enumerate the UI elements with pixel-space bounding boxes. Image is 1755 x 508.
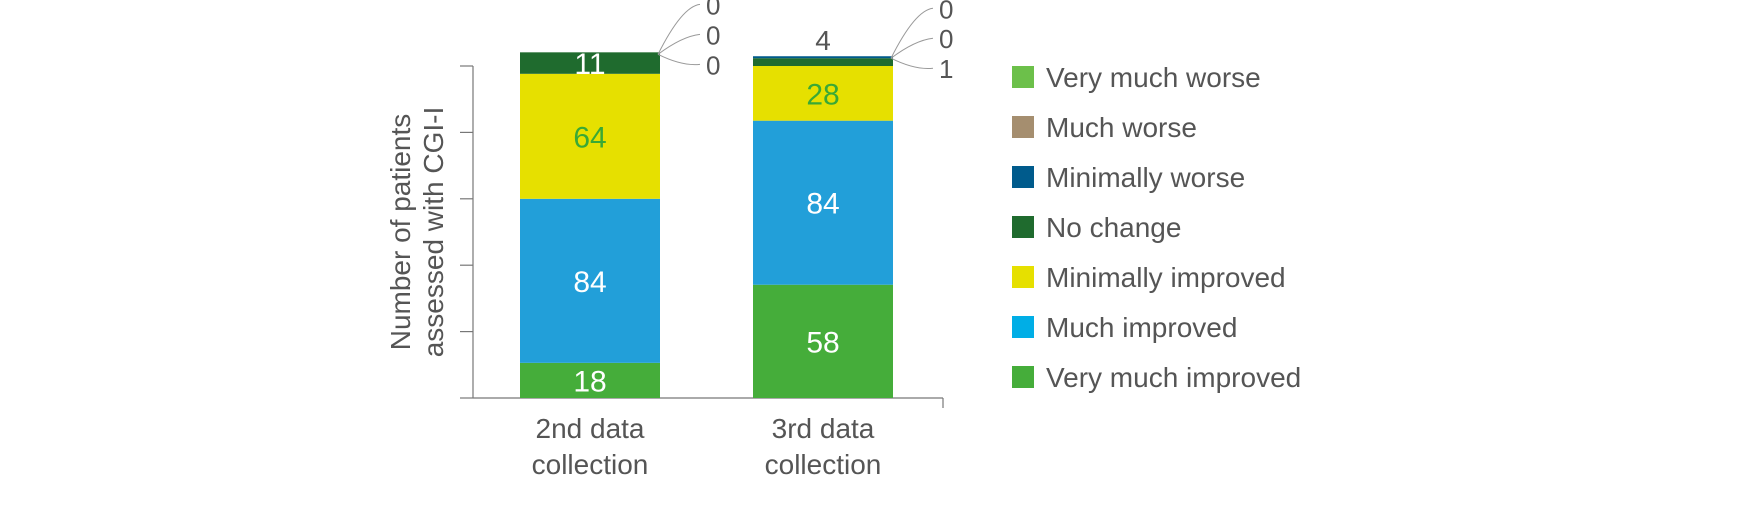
bar-1-no-change [753,58,893,66]
bar-1-very-much-improved [753,284,893,398]
y-axis-label-line-1: assessed with CGI-I [418,107,449,358]
data-label-1-1: 84 [806,188,839,221]
callout-label-0-1: 0 [706,20,720,50]
legend-swatch-much-improved [1012,316,1034,338]
data-label-0-0: 18 [573,365,606,398]
data-label-0-3: 11 [574,48,605,81]
bar-0-much-improved [520,198,660,363]
legend-label-minimally-worse: Minimally worse [1046,162,1245,193]
legend-label-much-worse: Much worse [1046,112,1197,143]
legend-swatch-much-worse [1012,116,1034,138]
x-tick-label-1-0: 3rd data [772,413,875,444]
legend-label-very-much-worse: Very much worse [1046,62,1261,93]
callout-line-1-1 [890,37,934,59]
bar-0-no-change [520,52,660,74]
callout-line-1-2 [890,57,934,70]
callout-label-1-1: 0 [939,24,953,54]
legend-swatch-no-change [1012,216,1034,238]
legend-swatch-very-much-improved [1012,366,1034,388]
legend-swatch-very-much-worse [1012,66,1034,88]
data-label-0-2: 64 [573,121,606,154]
bar-1-minimally-improved [753,66,893,121]
bar-1-much-improved [753,120,893,285]
legend-label-minimally-improved: Minimally improved [1046,262,1286,293]
data-label-1-3: 4 [815,25,831,56]
callout-label-0-2: 0 [706,50,720,80]
callout-line-1-0 [890,7,934,59]
legend-label-no-change: No change [1046,212,1181,243]
x-tick-label-1-1: collection [765,449,882,480]
data-label-1-2: 28 [806,78,839,111]
callout-label-0-0: 0 [706,0,720,20]
y-axis-label: Number of patientsassessed with CGI-I [385,107,449,358]
bar-1-minimally-worse [753,56,893,59]
data-label-0-1: 84 [573,266,606,299]
legend-swatch-minimally-worse [1012,166,1034,188]
callout-line-0-2 [657,53,701,66]
legend-swatch-minimally-improved [1012,266,1034,288]
data-label-1-0: 58 [806,326,839,359]
x-tick-label-0-0: 2nd data [536,413,645,444]
legend-label-much-improved: Much improved [1046,312,1237,343]
callout-label-1-0: 0 [939,0,953,24]
bar-0-minimally-improved [520,73,660,199]
bar-0-very-much-improved [520,362,660,398]
y-axis-label-line-0: Number of patients [385,114,416,351]
callout-line-0-0 [657,3,701,55]
x-tick-label-0-1: collection [532,449,649,480]
callout-label-1-2: 1 [939,54,953,84]
legend-label-very-much-improved: Very much improved [1046,362,1301,393]
callout-line-0-1 [657,33,701,55]
